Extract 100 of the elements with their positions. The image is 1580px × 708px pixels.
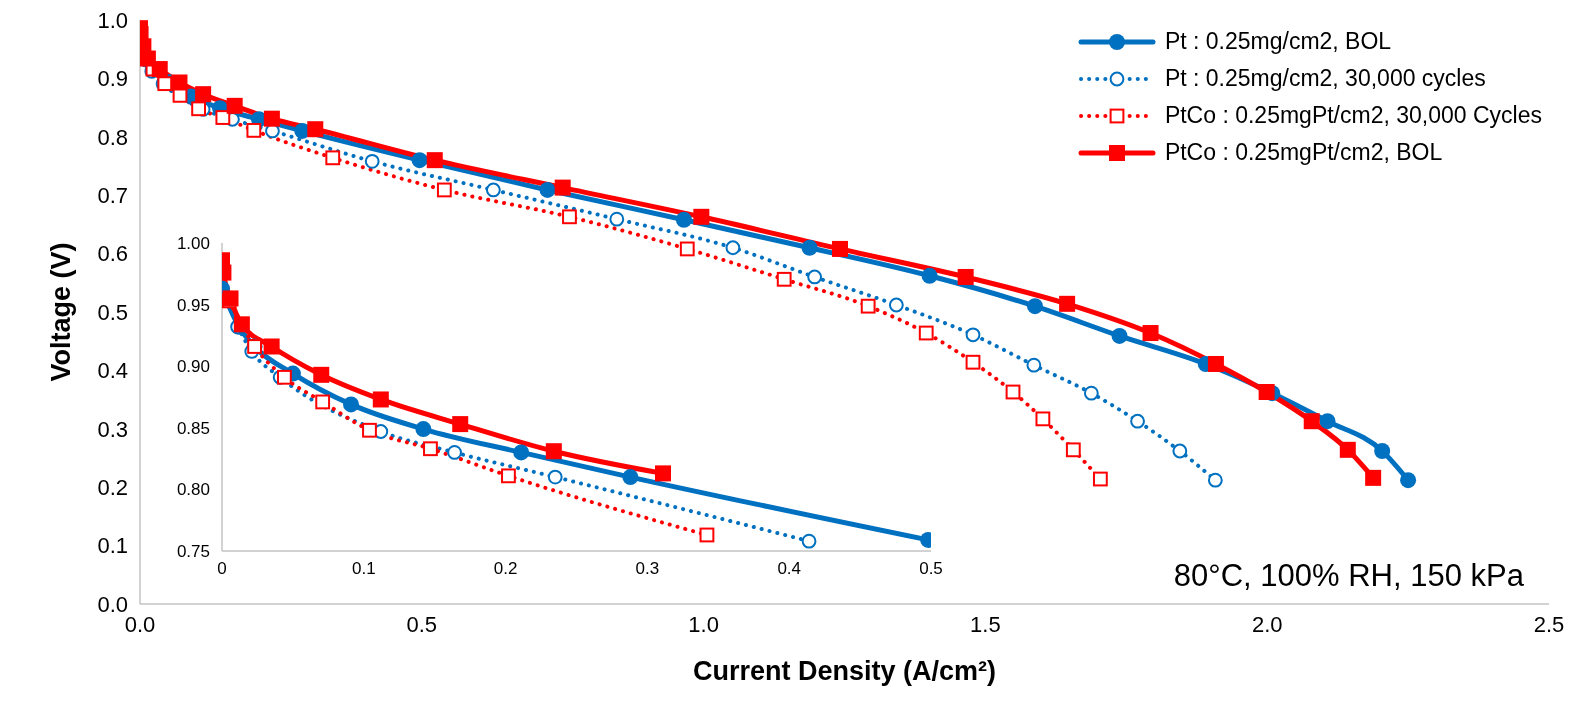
legend-label: Pt : 0.25mg/cm2, 30,000 cycles <box>1164 65 1486 92</box>
point <box>965 327 981 343</box>
point <box>513 444 530 461</box>
x-tick-label: 0.5 <box>406 611 438 637</box>
point <box>447 445 462 460</box>
y-tick-label: 0.85 <box>176 418 210 438</box>
point <box>1207 472 1223 488</box>
legend-label: PtCo : 0.25mgPt/cm2, BOL <box>1164 139 1443 166</box>
point <box>1258 384 1275 401</box>
point <box>195 86 212 103</box>
y-tick-label: 1.0 <box>97 7 128 33</box>
point <box>1083 385 1099 401</box>
y-tick-label: 0.3 <box>97 416 128 442</box>
point <box>609 211 625 227</box>
y-tick-label: 0.7 <box>97 182 128 208</box>
point <box>1035 411 1051 427</box>
point <box>411 152 428 169</box>
point <box>436 182 452 198</box>
legend-label: Pt : 0.25mg/cm2, BOL <box>1164 28 1392 55</box>
point <box>860 298 876 314</box>
y-tick-label: 0.1 <box>97 533 128 559</box>
point <box>415 421 432 438</box>
point <box>372 391 389 408</box>
point <box>325 150 341 166</box>
point <box>1059 295 1076 312</box>
x-tick-label: 0.4 <box>777 559 802 579</box>
point <box>801 533 817 549</box>
point <box>539 181 556 198</box>
x-axis-title: Current Density (A/cm²) <box>692 656 997 686</box>
point <box>1374 442 1391 459</box>
point <box>547 469 563 485</box>
point <box>725 240 741 256</box>
point <box>655 465 671 482</box>
point <box>679 241 695 257</box>
point <box>263 338 280 355</box>
point <box>191 101 207 117</box>
point <box>921 267 938 284</box>
y-tick-label: 0.75 <box>176 541 210 561</box>
point <box>1319 413 1336 430</box>
point <box>1400 472 1417 489</box>
point <box>1092 471 1108 487</box>
point <box>343 396 360 413</box>
annotation: 80°C, 100% RH, 150 kPa <box>1173 558 1524 594</box>
point <box>307 121 324 138</box>
point <box>1365 469 1382 486</box>
point <box>622 469 639 486</box>
point <box>315 394 331 410</box>
point <box>263 110 280 127</box>
point <box>364 153 380 169</box>
legend-label: PtCo : 0.25mgPt/cm2, 30,000 Cycles <box>1164 102 1542 129</box>
point <box>693 208 710 225</box>
y-axis-title: Voltage (V) <box>45 242 76 382</box>
point <box>151 61 168 78</box>
point <box>1111 327 1128 344</box>
point <box>226 97 243 114</box>
point <box>831 240 848 257</box>
y-tick-label: 0.90 <box>176 357 210 377</box>
y-tick-label: 1.00 <box>176 233 210 253</box>
point <box>426 152 443 169</box>
point <box>1027 298 1043 315</box>
y-tick-label: 0.2 <box>97 474 128 500</box>
point <box>888 297 904 313</box>
point <box>957 268 974 285</box>
point <box>276 369 292 385</box>
y-tick-label: 0.9 <box>97 66 128 92</box>
x-tick-label: 2.0 <box>1251 611 1283 637</box>
y-tick-label: 0.5 <box>97 299 128 325</box>
point <box>362 422 377 438</box>
point <box>918 325 934 341</box>
point <box>1207 355 1224 372</box>
point <box>313 366 330 383</box>
point <box>1005 384 1021 400</box>
y-tick-label: 0.80 <box>176 480 210 500</box>
x-tick-label: 0.1 <box>351 559 376 579</box>
point <box>485 182 501 198</box>
y-tick-label: 0.6 <box>97 241 128 267</box>
x-tick-label: 1.0 <box>688 611 719 637</box>
y-tick-label: 0.8 <box>97 124 128 150</box>
point <box>501 468 516 484</box>
point <box>1142 325 1159 342</box>
point <box>554 179 571 196</box>
point <box>675 211 692 228</box>
x-tick-label: 1.5 <box>970 611 1001 637</box>
y-tick-label: 0.4 <box>97 358 128 384</box>
point <box>1130 413 1145 429</box>
point <box>807 269 823 285</box>
x-tick-label: 0.5 <box>919 559 943 579</box>
point <box>215 110 231 125</box>
point <box>1303 413 1320 430</box>
x-tick-label: 0.3 <box>635 559 660 579</box>
point <box>423 441 438 457</box>
point <box>1172 443 1188 459</box>
y-tick-label: 0.95 <box>176 295 210 315</box>
point <box>801 239 818 256</box>
x-tick-label: 2.5 <box>1533 611 1565 637</box>
point <box>246 122 262 138</box>
point <box>562 209 577 225</box>
point <box>965 354 981 370</box>
point <box>1339 441 1356 458</box>
point <box>545 443 562 460</box>
